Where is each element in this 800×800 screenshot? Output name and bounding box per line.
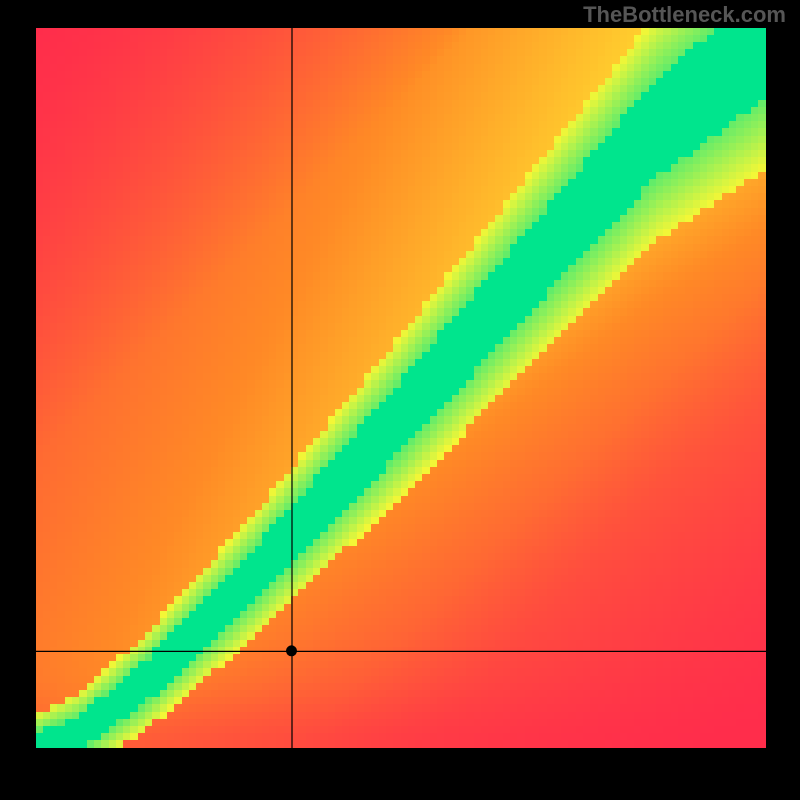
chart-root: TheBottleneck.com bbox=[0, 0, 800, 800]
heatmap-canvas bbox=[36, 28, 766, 748]
chart-title: TheBottleneck.com bbox=[583, 2, 786, 28]
